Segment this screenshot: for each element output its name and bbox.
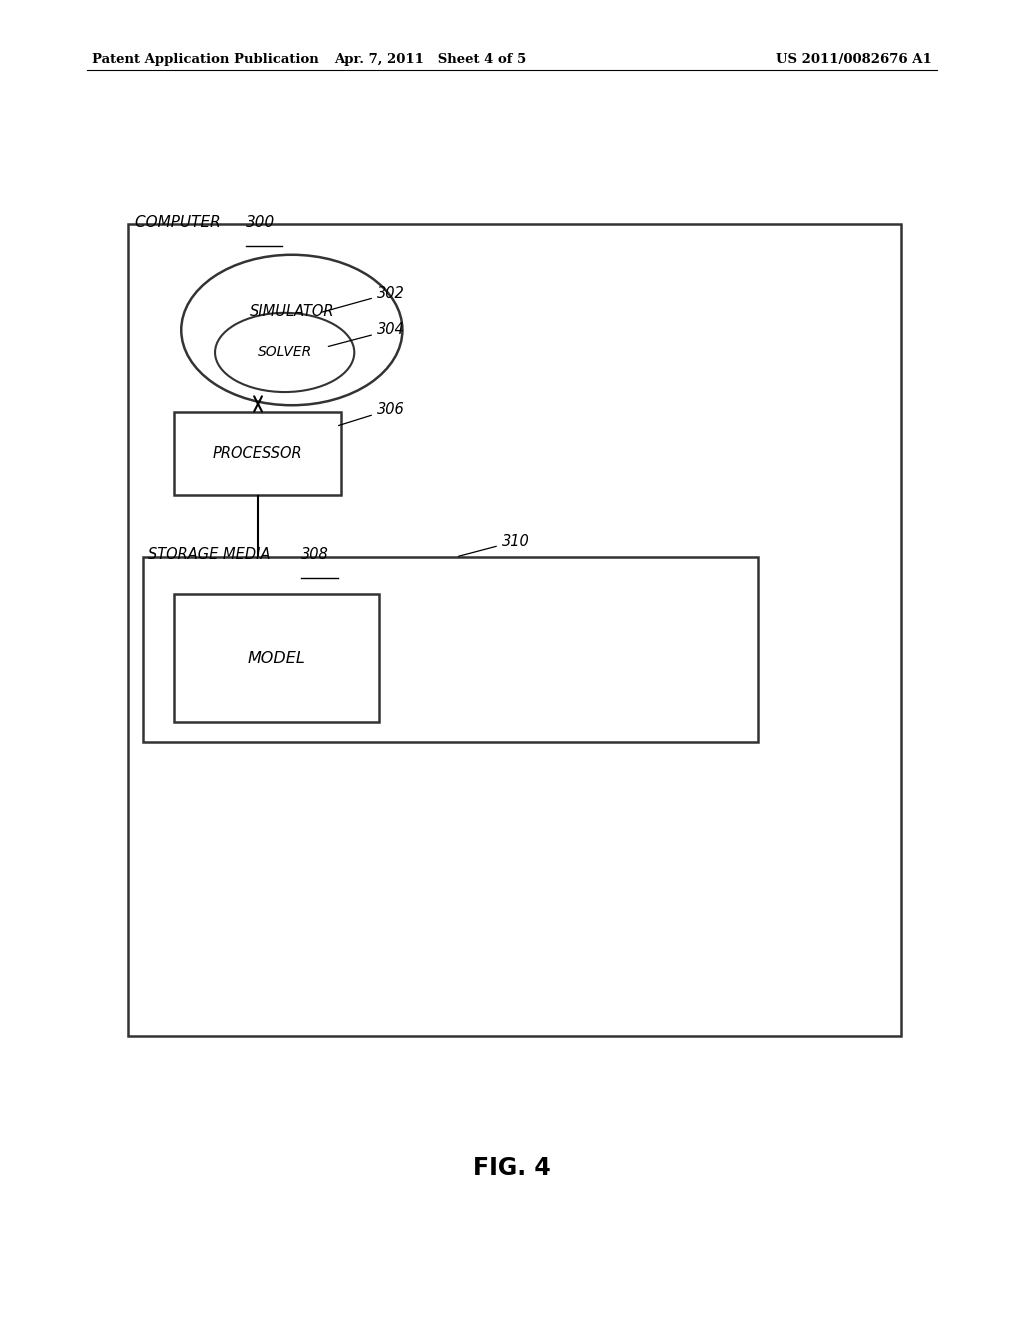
Ellipse shape (181, 255, 402, 405)
Ellipse shape (215, 313, 354, 392)
Text: Apr. 7, 2011   Sheet 4 of 5: Apr. 7, 2011 Sheet 4 of 5 (334, 53, 526, 66)
Bar (174, 594, 379, 722)
Text: 306: 306 (339, 401, 404, 425)
Text: 302: 302 (323, 285, 404, 312)
Text: 308: 308 (301, 548, 329, 562)
Text: 310: 310 (459, 533, 529, 556)
Text: STORAGE MEDIA: STORAGE MEDIA (148, 548, 275, 562)
Text: 304: 304 (329, 322, 404, 346)
Bar (174, 412, 341, 495)
Text: SOLVER: SOLVER (258, 346, 311, 359)
Text: 300: 300 (246, 215, 275, 230)
Bar (128, 224, 901, 1036)
Text: Patent Application Publication: Patent Application Publication (92, 53, 318, 66)
Text: FIG. 4: FIG. 4 (473, 1156, 551, 1180)
Text: SIMULATOR: SIMULATOR (250, 304, 334, 319)
Text: MODEL: MODEL (248, 651, 305, 665)
Bar (143, 557, 758, 742)
Text: COMPUTER: COMPUTER (135, 215, 226, 230)
Text: US 2011/0082676 A1: US 2011/0082676 A1 (776, 53, 932, 66)
Text: PROCESSOR: PROCESSOR (213, 446, 302, 461)
